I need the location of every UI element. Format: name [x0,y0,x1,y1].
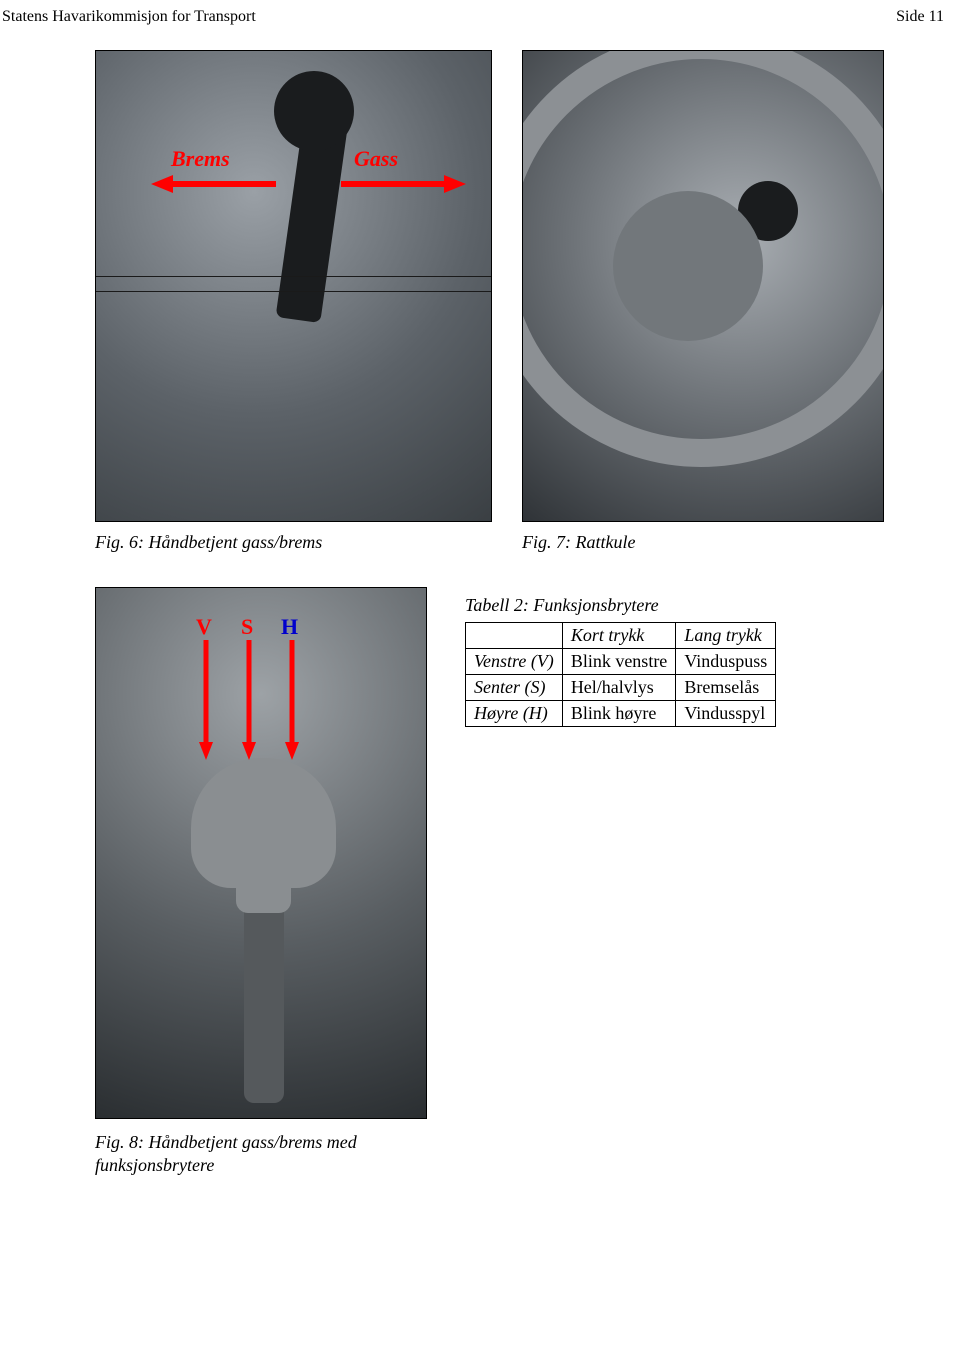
table-cell: Venstre (V) [466,649,563,675]
label-v: V [196,614,212,640]
figure-7: Fig. 7: Rattkule [522,50,884,553]
table-cell: Høyre (H) [466,701,563,727]
figure-7-caption: Fig. 7: Rattkule [522,532,884,553]
table-cell: Vindusspyl [676,701,776,727]
label-brems: Brems [171,146,230,172]
figure-7-photo [522,50,884,522]
figure-6-photo: Brems Gass [95,50,492,522]
figure-8-caption: Fig. 8: Håndbetjent gass/brems med funks… [95,1131,435,1176]
arrow-gass-icon [336,173,466,195]
table-2-grid: Kort trykk Lang trykk Venstre (V) Blink … [465,622,776,727]
table-2: Tabell 2: Funksjonsbrytere Kort trykk La… [465,595,890,727]
figure-8-photo: V S H [95,587,427,1119]
label-h: H [281,614,298,640]
arrow-brems-icon [151,173,281,195]
table-hdr-1: Kort trykk [562,623,676,649]
table-cell: Hel/halvlys [562,675,676,701]
table-cell: Blink høyre [562,701,676,727]
table-hdr-0 [466,623,563,649]
table-cell: Bremselås [676,675,776,701]
label-gass: Gass [354,146,398,172]
figure-6: Brems Gass Fig. 6: Håndbetjent ga [95,50,492,553]
table-cell: Senter (S) [466,675,563,701]
table-cell: Blink venstre [562,649,676,675]
table-hdr-2: Lang trykk [676,623,776,649]
header-left: Statens Havarikommisjon for Transport [2,8,256,26]
table-2-title: Tabell 2: Funksjonsbrytere [465,595,890,616]
arrow-v-icon [198,640,214,760]
arrow-h-icon [284,640,300,760]
header-right: Side 11 [896,8,944,26]
figure-6-caption: Fig. 6: Håndbetjent gass/brems [95,532,492,553]
figure-8: V S H Fi [95,577,435,1176]
table-cell: Vinduspuss [676,649,776,675]
arrow-s-icon [241,640,257,760]
label-s: S [241,614,253,640]
